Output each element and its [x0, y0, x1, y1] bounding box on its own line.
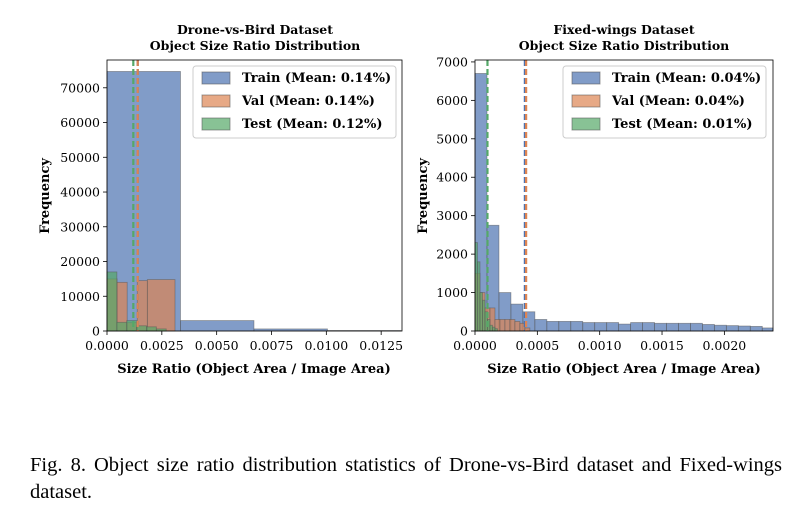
- x-tick-label: 0.0020: [702, 338, 746, 353]
- legend: Train (Mean: 0.04%) Val (Mean: 0.04%) Te…: [562, 65, 767, 139]
- y-tick-label: 1000: [436, 285, 468, 300]
- x-tick-label: 0.0005: [515, 338, 559, 353]
- legend-swatch-test: [571, 117, 601, 131]
- legend-swatch-val: [571, 94, 601, 108]
- x-tick-label: 0.0075: [250, 338, 294, 353]
- x-tick-label: 0.0050: [195, 338, 239, 353]
- legend-label-train: Train (Mean: 0.04%): [612, 71, 761, 86]
- x-axis-label: Size Ratio (Object Area / Image Area): [487, 362, 761, 377]
- bar-train: [702, 324, 715, 332]
- x-tick-label: 0.0025: [140, 338, 184, 353]
- legend-frame: [562, 65, 767, 139]
- y-tick-label: 50000: [60, 150, 100, 165]
- chart-title-line-2: Object Size Ratio Distribution: [519, 38, 730, 53]
- mean-line-layer: [132, 60, 139, 331]
- bar-train: [594, 322, 608, 332]
- y-tick-label: 10000: [60, 289, 100, 304]
- bar-train: [534, 319, 548, 332]
- bar-train: [582, 322, 596, 332]
- plot-frame: [106, 59, 403, 332]
- bar-train: [642, 322, 655, 332]
- chart-drone-vs-bird: Drone-vs-Bird Dataset Object Size Ratio …: [38, 22, 403, 377]
- legend-swatch-train: [571, 71, 601, 85]
- y-tick-label: 30000: [60, 219, 100, 234]
- bar-train: [180, 320, 255, 332]
- bar-test: [146, 326, 157, 332]
- y-tick-label: 4000: [436, 170, 468, 185]
- bar-train: [654, 322, 667, 332]
- bar-val: [509, 319, 516, 332]
- legend-label-val: Val (Mean: 0.14%): [241, 94, 375, 109]
- figure-canvas: Drone-vs-Bird Dataset Object Size Ratio …: [38, 22, 774, 377]
- mean-line-layer: [486, 60, 528, 331]
- bar-train: [725, 325, 739, 332]
- bar-train: [630, 322, 643, 332]
- x-axis: 0.0000 0.0025 0.0050 0.0075 0.0100 0.0125: [85, 331, 403, 353]
- legend-frame: [192, 65, 397, 139]
- bar-train: [713, 324, 727, 332]
- x-axis-label: Size Ratio (Object Area / Image Area): [117, 362, 391, 377]
- bar-train: [666, 322, 679, 332]
- chart-title-line-1: Drone-vs-Bird Dataset: [177, 22, 333, 37]
- bar-train: [737, 325, 751, 332]
- plot-frame: [474, 59, 774, 332]
- legend-label-train: Train (Mean: 0.14%): [242, 71, 391, 86]
- bar-train: [618, 323, 632, 332]
- y-tick-label: 6000: [436, 93, 468, 108]
- legend-label-val: Val (Mean: 0.04%): [611, 94, 745, 109]
- x-tick-label: 0.0010: [578, 338, 622, 353]
- x-tick-label: 0.0100: [304, 338, 348, 353]
- figure-caption: Fig. 8. Object size ratio distribution st…: [30, 452, 782, 506]
- y-tick-label: 2000: [436, 247, 468, 262]
- bar-val: [146, 279, 176, 332]
- bar-test: [106, 271, 118, 332]
- chart-title-line-2: Object Size Ratio Distribution: [150, 38, 361, 53]
- legend-swatch-val: [201, 94, 231, 108]
- bar-test: [116, 321, 128, 332]
- chart-title-line-1: Fixed-wings Dataset: [553, 22, 694, 37]
- x-tick-label: 0.0015: [640, 338, 684, 353]
- bar-train: [606, 322, 620, 332]
- bar-val: [514, 320, 521, 332]
- bar-val: [499, 319, 506, 332]
- y-axis-label: Frequency: [416, 158, 431, 234]
- caption-label: Fig. 8.: [30, 454, 86, 476]
- y-tick-label: 20000: [60, 254, 100, 269]
- x-tick-label: 0.0000: [85, 338, 129, 353]
- caption-text: Object size ratio distribution statistic…: [30, 454, 782, 503]
- bar-layer: [106, 71, 402, 332]
- bar-train: [678, 322, 691, 332]
- bar-train: [761, 327, 774, 332]
- y-axis-label: Frequency: [38, 158, 53, 234]
- bar-test: [126, 320, 138, 332]
- bar-train: [546, 320, 560, 332]
- y-tick-label: 5000: [436, 131, 468, 146]
- bar-val: [504, 319, 511, 332]
- y-tick-label: 60000: [60, 115, 100, 130]
- x-tick-label: 0.0000: [453, 338, 497, 353]
- legend-swatch-train: [201, 71, 231, 85]
- bar-train: [690, 322, 703, 332]
- bar-train: [749, 325, 763, 332]
- legend-label-test: Test (Mean: 0.12%): [242, 117, 382, 132]
- x-axis: 0.0000 0.0005 0.0010 0.0015 0.0020: [453, 331, 746, 353]
- bar-train: [558, 320, 572, 332]
- y-tick-label: 0: [460, 324, 468, 339]
- y-tick-label: 0: [92, 324, 100, 339]
- y-tick-label: 40000: [60, 185, 100, 200]
- bar-train: [570, 320, 584, 332]
- chart-fixed-wings: Fixed-wings Dataset Object Size Ratio Di…: [416, 22, 774, 377]
- legend-swatch-test: [201, 117, 231, 131]
- y-axis: 0 1000 2000 3000 4000 5000 6000 7000: [436, 54, 475, 339]
- legend: Train (Mean: 0.14%) Val (Mean: 0.14%) Te…: [192, 65, 397, 139]
- legend-label-test: Test (Mean: 0.01%): [612, 117, 752, 132]
- y-tick-label: 7000: [436, 54, 468, 69]
- x-tick-label: 0.0125: [359, 338, 403, 353]
- y-axis: 0 10000 20000 30000 40000 50000 60000 70000: [60, 80, 107, 339]
- y-tick-label: 3000: [436, 208, 468, 223]
- y-tick-label: 70000: [60, 80, 100, 95]
